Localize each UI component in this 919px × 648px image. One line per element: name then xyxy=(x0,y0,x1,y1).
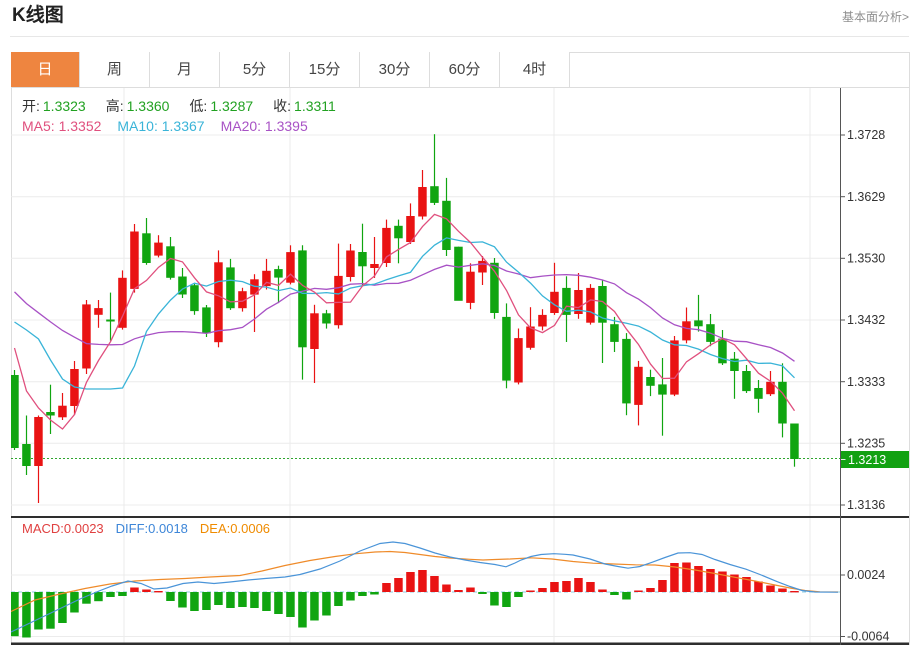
svg-text:1.3213: 1.3213 xyxy=(848,453,886,467)
svg-text:1.3333: 1.3333 xyxy=(847,375,885,389)
svg-text:1.3629: 1.3629 xyxy=(847,190,885,204)
svg-text:1.3432: 1.3432 xyxy=(847,313,885,327)
svg-text:-0.0064: -0.0064 xyxy=(847,630,889,644)
svg-text:1.3136: 1.3136 xyxy=(847,498,885,512)
svg-text:1.3530: 1.3530 xyxy=(847,252,885,266)
svg-text:0.0024: 0.0024 xyxy=(847,568,885,582)
svg-text:1.3235: 1.3235 xyxy=(847,437,885,451)
svg-text:1.3728: 1.3728 xyxy=(847,128,885,142)
